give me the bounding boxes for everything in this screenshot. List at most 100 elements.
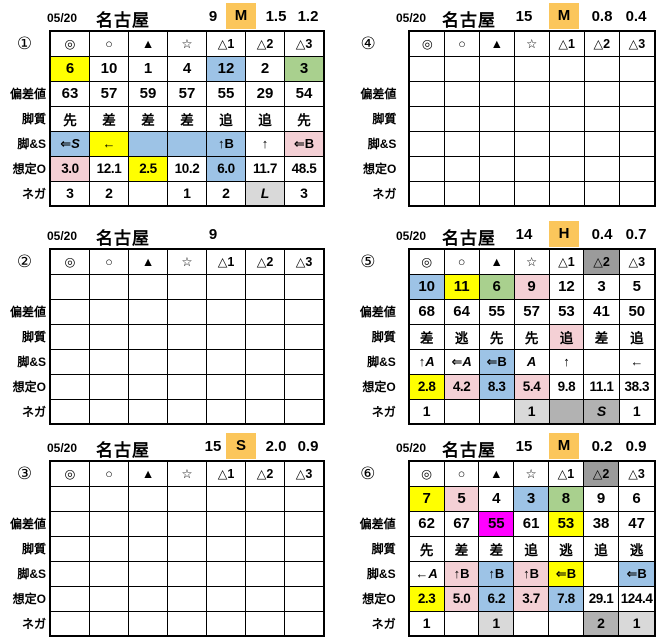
cell-number[interactable]: [245, 485, 285, 512]
cell-nega[interactable]: 2: [89, 180, 129, 207]
cell-style[interactable]: [618, 105, 656, 132]
cell-number[interactable]: [167, 485, 207, 512]
cell-number[interactable]: [583, 55, 620, 82]
cell-symbol[interactable]: ▲: [478, 460, 515, 487]
cell-style[interactable]: [478, 105, 515, 132]
cell-number[interactable]: [478, 55, 515, 82]
cell-number[interactable]: [167, 273, 207, 300]
cell-odds[interactable]: [167, 585, 207, 612]
cell-style[interactable]: [444, 105, 480, 132]
cell-deviation[interactable]: [167, 510, 207, 537]
cell-odds[interactable]: 38.3: [618, 373, 656, 400]
cell-symbol[interactable]: △3: [618, 460, 656, 487]
cell-deviation[interactable]: [444, 80, 480, 107]
cell-odds[interactable]: [89, 373, 129, 400]
cell-number[interactable]: 11: [443, 273, 480, 300]
cell-nega[interactable]: [284, 610, 325, 637]
cell-nega[interactable]: [167, 398, 207, 425]
cell-symbol[interactable]: △3: [284, 460, 325, 487]
cell-deviation[interactable]: 63: [49, 80, 90, 107]
cell-leg-s[interactable]: [444, 130, 480, 157]
cell-nega[interactable]: L: [245, 180, 285, 207]
cell-odds[interactable]: 11.7: [245, 155, 285, 182]
cell-deviation[interactable]: [513, 80, 550, 107]
cell-leg-s[interactable]: [478, 130, 515, 157]
cell-symbol[interactable]: △3: [618, 248, 656, 275]
cell-odds[interactable]: 8.3: [478, 373, 515, 400]
cell-number[interactable]: 2: [245, 55, 285, 82]
cell-deviation[interactable]: 55: [478, 298, 515, 325]
cell-number[interactable]: 12: [206, 55, 246, 82]
cell-nega[interactable]: [443, 398, 480, 425]
cell-symbol[interactable]: ▲: [128, 460, 168, 487]
cell-odds[interactable]: 4.2: [443, 373, 480, 400]
cell-symbol[interactable]: ☆: [167, 30, 207, 57]
cell-style[interactable]: 追: [548, 323, 585, 350]
cell-nega[interactable]: [444, 180, 480, 207]
cell-symbol[interactable]: △1: [206, 460, 246, 487]
cell-symbol[interactable]: △1: [547, 460, 584, 487]
cell-odds[interactable]: 5.0: [443, 585, 480, 612]
cell-deviation[interactable]: 53: [547, 510, 584, 537]
cell-style[interactable]: [206, 323, 246, 350]
cell-leg-s[interactable]: [206, 348, 246, 375]
cell-style[interactable]: [89, 535, 129, 562]
cell-style[interactable]: 差: [583, 323, 620, 350]
cell-number[interactable]: 5: [443, 485, 480, 512]
cell-deviation[interactable]: [245, 510, 285, 537]
cell-style[interactable]: [49, 535, 90, 562]
cell-odds[interactable]: [89, 585, 129, 612]
cell-number[interactable]: 3: [583, 273, 620, 300]
cell-odds[interactable]: 11.1: [583, 373, 620, 400]
cell-deviation[interactable]: 61: [513, 510, 549, 537]
cell-nega[interactable]: 3: [284, 180, 325, 207]
cell-nega[interactable]: [206, 398, 246, 425]
cell-symbol[interactable]: ○: [89, 30, 129, 57]
cell-odds[interactable]: [49, 373, 90, 400]
cell-deviation[interactable]: [408, 80, 446, 107]
cell-nega[interactable]: [245, 398, 285, 425]
cell-symbol[interactable]: ◎: [407, 248, 445, 275]
cell-symbol[interactable]: △1: [548, 248, 585, 275]
cell-style[interactable]: 差: [443, 535, 480, 562]
cell-odds[interactable]: [206, 585, 246, 612]
cell-leg-s[interactable]: [513, 130, 550, 157]
cell-deviation[interactable]: 57: [89, 80, 129, 107]
cell-odds[interactable]: 2.5: [128, 155, 168, 182]
cell-nega[interactable]: 2: [206, 180, 246, 207]
cell-style[interactable]: [408, 105, 446, 132]
cell-number[interactable]: 12: [548, 273, 585, 300]
cell-number[interactable]: 4: [478, 485, 515, 512]
cell-style[interactable]: [245, 535, 285, 562]
cell-style[interactable]: [245, 323, 285, 350]
cell-deviation[interactable]: 64: [443, 298, 480, 325]
cell-leg-s[interactable]: [284, 348, 325, 375]
cell-nega[interactable]: [513, 180, 550, 207]
cell-style[interactable]: [548, 105, 585, 132]
cell-odds[interactable]: 6.0: [206, 155, 246, 182]
cell-style[interactable]: [49, 323, 90, 350]
cell-odds[interactable]: [408, 155, 446, 182]
cell-style[interactable]: 先: [407, 535, 445, 562]
cell-symbol[interactable]: ☆: [513, 460, 549, 487]
cell-leg-s[interactable]: [245, 348, 285, 375]
cell-odds[interactable]: [206, 373, 246, 400]
cell-symbol[interactable]: ☆: [167, 248, 207, 275]
cell-odds[interactable]: 2.3: [407, 585, 445, 612]
cell-symbol[interactable]: ▲: [478, 30, 515, 57]
cell-odds[interactable]: 124.4: [618, 585, 656, 612]
cell-odds[interactable]: [618, 155, 656, 182]
cell-nega[interactable]: [245, 610, 285, 637]
cell-leg-s[interactable]: [128, 130, 168, 157]
cell-odds[interactable]: 2.8: [407, 373, 445, 400]
cell-style[interactable]: [284, 535, 325, 562]
cell-symbol[interactable]: △2: [583, 30, 620, 57]
cell-style[interactable]: 逃: [547, 535, 584, 562]
cell-leg-s[interactable]: [284, 560, 325, 587]
cell-odds[interactable]: 10.2: [167, 155, 207, 182]
cell-symbol[interactable]: ☆: [513, 30, 550, 57]
cell-number[interactable]: 6: [478, 273, 515, 300]
cell-nega[interactable]: 1: [618, 610, 656, 637]
cell-number[interactable]: 6: [618, 485, 656, 512]
cell-symbol[interactable]: ○: [443, 460, 480, 487]
